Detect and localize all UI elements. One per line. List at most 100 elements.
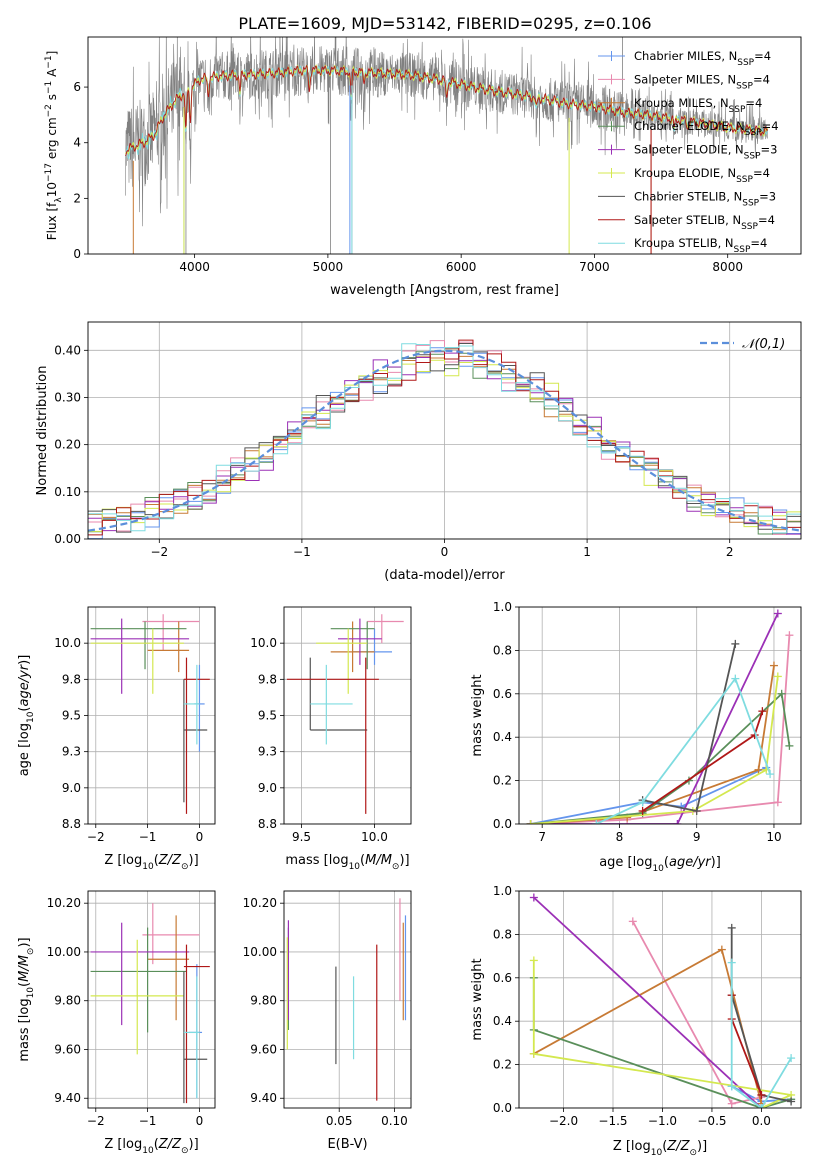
y-tick-label: 0.0 — [493, 1101, 512, 1115]
x-tick-label: −2 — [87, 1114, 105, 1128]
x-tick-label: 0.10 — [381, 1114, 408, 1128]
x-axis-label: age [log10(age/yr)] — [599, 855, 721, 874]
weight-marker — [638, 798, 647, 807]
y-tick-label: 1.0 — [493, 600, 512, 614]
normal-curve — [88, 349, 801, 532]
residuals-panel: −2 −1 0 1 2 0.00 0.10 0.20 0.30 0.40 (data-model)/… — [35, 321, 802, 583]
y-axis-label: mass weight — [470, 674, 485, 756]
data-point — [183, 976, 200, 1099]
x-tick-label: −2 — [87, 830, 105, 844]
y-tick-label: 9.40 — [54, 1091, 81, 1105]
data-point — [310, 664, 353, 745]
x-tick-label: −2 — [150, 545, 168, 559]
data-point — [142, 614, 200, 651]
data-point — [90, 922, 190, 1026]
weight-vs-age-panel: 7 8 9 10 0.0 0.2 0.4 0.6 0.8 1.0 age [log10(age/yr… — [470, 600, 802, 874]
weight-series-line — [533, 948, 763, 1104]
axes-frame — [283, 606, 412, 825]
y-tick-label: 9.3 — [62, 745, 81, 759]
y-tick-label: 9.0 — [258, 781, 277, 795]
spectrum-plot-area — [124, 37, 769, 254]
data-point — [194, 664, 205, 752]
weight-marker — [529, 956, 538, 965]
y-tick-label: 0.6 — [493, 687, 512, 701]
legend-label: Kroupa ELODIE, NSSP=4 — [634, 166, 770, 185]
weight-vs-Z-panel: −2.0 −1.5 −1.0 −0.5 0.0 0.0 0.2 0.4 0.6 0.8 1.0 Z [… — [470, 884, 802, 1158]
weight-marker — [692, 806, 701, 815]
weight-vs-Z-plot-area — [519, 891, 801, 1108]
age-vs-Z-plot-area — [88, 607, 215, 824]
y-tick-label: 0.8 — [493, 927, 512, 941]
data-point — [183, 664, 200, 745]
x-axis-label: wavelength [Angstrom, rest frame] — [330, 283, 559, 298]
y-tick-label: 9.60 — [54, 1042, 81, 1056]
weight-marker — [757, 1090, 766, 1099]
y-tick-label: 9.8 — [258, 672, 277, 686]
y-tick-label: 6 — [73, 80, 81, 94]
figure-title: PLATE=1609, MJD=53142, FIBERID=0295, z=0… — [238, 14, 651, 33]
legend-label: Chabrier STELIB, NSSP=3 — [634, 189, 776, 208]
x-tick-label: 9 — [693, 830, 701, 844]
data-point — [183, 944, 210, 1104]
data-point — [316, 628, 368, 694]
axes-frame — [87, 321, 802, 540]
y-tick-label: 9.8 — [62, 672, 81, 686]
data-point — [330, 621, 375, 670]
x-axis-label: Z [log10(Z/Z⊙)] — [104, 853, 198, 872]
weight-marker — [731, 639, 740, 648]
weight-series-line — [530, 613, 779, 824]
x-tick-label: 8 — [616, 830, 624, 844]
y-tick-label: 4 — [73, 136, 81, 150]
age-vs-mass-panel: 9.5 10.0 8.8 9.0 9.3 9.5 9.8 10.0 mass [log10(M/… — [250, 606, 412, 872]
weight-marker — [785, 741, 794, 750]
weight-marker — [757, 1104, 766, 1108]
x-tick-label: −1 — [139, 830, 157, 844]
y-tick-label: 9.40 — [250, 1091, 277, 1105]
data-point — [90, 939, 184, 1055]
y-tick-label: 9.80 — [54, 994, 81, 1008]
x-tick-label: 10.0 — [361, 830, 388, 844]
y-tick-label: 0.0 — [493, 817, 512, 831]
weight-marker — [526, 820, 535, 824]
y-tick-label: 9.5 — [62, 709, 81, 723]
x-tick-label: 5000 — [313, 260, 344, 274]
y-tick-label: 0.40 — [54, 343, 81, 357]
weight-marker — [777, 689, 786, 698]
y-tick-label: 0.2 — [493, 1058, 512, 1072]
legend-label: Kroupa STELIB, NSSP=4 — [634, 236, 767, 255]
axes-frame — [518, 606, 802, 825]
y-tick-label: 10.00 — [243, 945, 277, 959]
legend-label: Salpeter STELIB, NSSP=4 — [634, 213, 775, 232]
y-tick-label: 0.10 — [54, 485, 81, 499]
mass-vs-EBV-panel: 0.05 0.10 9.40 9.60 9.80 10.00 10.20 E(B-V) — [243, 890, 412, 1152]
weight-marker — [785, 631, 794, 640]
x-tick-label: −1.0 — [648, 1114, 677, 1128]
weight-marker — [731, 674, 740, 683]
age-vs-Z-panel: −2 −1 0 8.8 9.0 9.3 9.5 9.8 10.0 Z [log10(Z/Z⊙)] a… — [17, 606, 216, 872]
weight-series-line — [642, 643, 737, 813]
y-tick-label: 9.80 — [250, 994, 277, 1008]
weight-marker — [773, 609, 782, 618]
data-point — [286, 657, 379, 814]
weight-marker — [638, 806, 647, 815]
data-point — [352, 628, 393, 665]
weight-marker — [773, 798, 782, 807]
y-tick-label: 9.5 — [258, 709, 277, 723]
y-tick-label: 0.00 — [54, 532, 81, 546]
y-tick-label: 10.0 — [250, 636, 277, 650]
y-tick-label: 0.4 — [493, 1014, 512, 1028]
data-point — [183, 679, 208, 803]
legend-label: Kroupa MILES, NSSP=4 — [634, 96, 762, 115]
y-tick-label: 9.3 — [258, 745, 277, 759]
x-tick-label: −0.5 — [697, 1114, 726, 1128]
data-point — [183, 971, 208, 1104]
weight-series-line — [533, 896, 763, 1108]
residual-histogram — [88, 343, 801, 539]
x-tick-label: −1.5 — [598, 1114, 627, 1128]
y-tick-label: 1.0 — [493, 884, 512, 898]
weight-marker — [628, 917, 637, 926]
y-tick-label: 0 — [73, 247, 81, 261]
weight-marker — [787, 1097, 796, 1106]
y-tick-label: 0.2 — [493, 774, 512, 788]
